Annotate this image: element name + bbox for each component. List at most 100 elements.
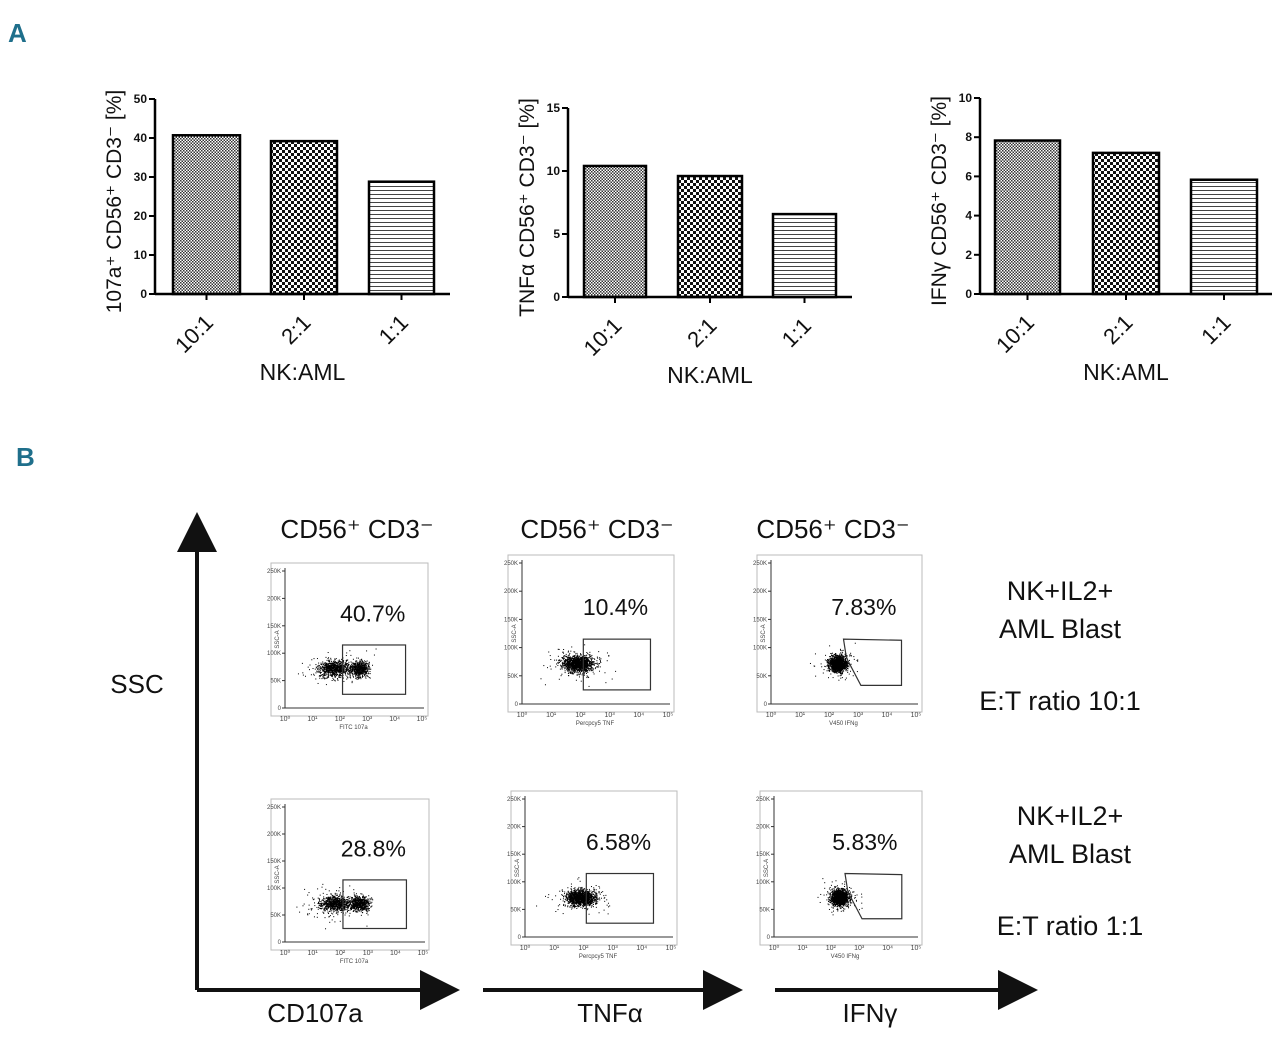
event-dot [335, 669, 337, 671]
event-dot [835, 661, 837, 663]
event-dot [329, 662, 331, 664]
event-dot [330, 674, 332, 676]
plot-y-tick-label: 150K [267, 859, 281, 865]
plot-y-tick-label: 50K [507, 674, 518, 680]
gate-polygon[interactable] [842, 638, 903, 686]
event-dot [355, 673, 357, 675]
event-dot [831, 661, 833, 663]
event-dot [572, 666, 574, 668]
event-dot [827, 667, 829, 669]
event-dot [340, 661, 342, 663]
event-dot [821, 666, 823, 668]
event-dot [296, 906, 298, 908]
event-dot [350, 909, 352, 911]
event-dot [351, 904, 353, 906]
event-dot [346, 663, 348, 665]
event-dot [586, 659, 588, 661]
y-tick-label: 20 [134, 209, 148, 223]
event-dot [568, 664, 570, 666]
event-dot [364, 667, 366, 669]
event-dot [586, 665, 588, 667]
event-dot [358, 678, 360, 680]
event-dot [316, 658, 318, 660]
event-dot [574, 664, 576, 666]
event-dot [316, 670, 318, 672]
event-dot [837, 662, 839, 664]
event-dot [364, 903, 366, 905]
event-dot [359, 670, 361, 672]
event-dot [326, 671, 328, 673]
event-dot [320, 901, 322, 903]
event-dot [364, 669, 366, 671]
event-dot [567, 659, 569, 661]
event-dot [558, 659, 560, 661]
event-dot [367, 910, 369, 912]
event-dot [359, 674, 361, 676]
event-dot [845, 677, 847, 679]
event-dot [327, 658, 329, 660]
event-dot [323, 674, 325, 676]
event-dot [559, 668, 561, 670]
event-dot [342, 669, 344, 671]
event-dot [845, 661, 847, 663]
event-dot [359, 677, 361, 679]
event-dot [324, 666, 326, 668]
event-dot [338, 664, 340, 666]
event-dot [331, 668, 333, 670]
event-dot [568, 665, 570, 667]
event-dot [576, 664, 578, 666]
event-dot [845, 660, 847, 662]
event-dot [307, 666, 309, 668]
event-dot [856, 659, 858, 661]
event-dot [834, 668, 836, 670]
event-dot [352, 666, 354, 668]
event-dot [815, 675, 817, 677]
event-dot [567, 665, 569, 667]
event-dot [360, 666, 362, 668]
event-dot [845, 662, 847, 664]
event-dot [317, 667, 319, 669]
event-dot [359, 665, 361, 667]
event-dot [576, 659, 578, 661]
event-dot [577, 664, 579, 666]
gate-rectangle[interactable] [582, 638, 652, 691]
plot-x-tick-label: 10⁵ [663, 712, 674, 719]
event-dot [333, 671, 335, 673]
event-dot [323, 670, 325, 672]
event-dot [577, 666, 579, 668]
event-dot [356, 660, 358, 662]
event-dot [573, 655, 575, 657]
gate-rectangle[interactable] [341, 644, 407, 695]
event-dot [843, 667, 845, 669]
event-dot [580, 669, 582, 671]
event-dot [838, 666, 840, 668]
plot-y-tick-label: 50K [756, 674, 767, 680]
event-dot [328, 672, 330, 674]
event-dot [344, 670, 346, 672]
event-dot [577, 658, 579, 660]
event-dot [831, 660, 833, 662]
event-dot [844, 663, 846, 665]
event-dot [356, 674, 358, 676]
event-dot [585, 654, 587, 656]
event-dot [842, 659, 844, 661]
event-dot [334, 658, 336, 660]
event-dot [358, 664, 360, 666]
event-dot [367, 663, 369, 665]
event-dot [358, 677, 360, 679]
event-dot [568, 669, 570, 671]
event-dot [584, 666, 586, 668]
event-dot [338, 666, 340, 668]
event-dot [347, 665, 349, 667]
event-dot [366, 663, 368, 665]
event-dot [332, 660, 334, 662]
event-dot [572, 661, 574, 663]
event-dot [580, 680, 582, 682]
event-dot [591, 662, 593, 664]
event-dot [319, 675, 321, 677]
event-dot [833, 671, 835, 673]
event-dot [353, 664, 355, 666]
event-dot [838, 656, 840, 658]
event-dot [355, 670, 357, 672]
event-dot [568, 666, 570, 668]
